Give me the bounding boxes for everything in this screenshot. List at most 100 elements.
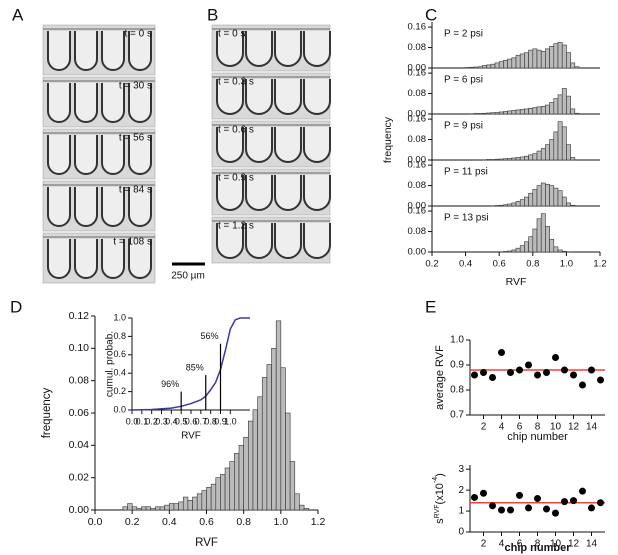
- trap: [74, 31, 98, 71]
- bar: [532, 189, 538, 207]
- bar: [234, 453, 240, 511]
- bar: [494, 158, 500, 161]
- x-tick-label: 0.8: [236, 516, 251, 528]
- bar: [498, 111, 504, 115]
- trap: [74, 187, 98, 227]
- x-tick-label: 0.9: [214, 416, 227, 426]
- bar: [131, 506, 138, 511]
- bar: [553, 43, 559, 69]
- point: [543, 505, 550, 513]
- y-axis-label: average RVF: [434, 345, 446, 410]
- annotation: P = 9 psi: [444, 121, 483, 132]
- bar: [549, 139, 555, 161]
- bar: [524, 108, 529, 115]
- panel-label: B: [207, 5, 218, 24]
- trap: [245, 79, 273, 115]
- y-tick-label: 0.08: [408, 134, 427, 145]
- x-axis-label: chip number: [507, 431, 568, 443]
- bar: [182, 496, 189, 511]
- bar: [507, 58, 513, 69]
- bar: [127, 503, 133, 511]
- point: [588, 504, 595, 512]
- y-tick-label: 0.08: [408, 88, 427, 99]
- bar: [507, 250, 513, 253]
- x-tick-label: 0.2: [425, 259, 438, 270]
- bar: [557, 42, 563, 69]
- x-tick-label: 10: [550, 422, 562, 433]
- y-tick-label: 0: [458, 527, 464, 538]
- trap: [216, 127, 244, 163]
- bar: [545, 226, 550, 253]
- bar: [141, 506, 147, 511]
- point: [561, 498, 568, 506]
- bar: [528, 49, 534, 69]
- bar: [528, 154, 534, 161]
- bar: [159, 506, 165, 511]
- y-tick-label: 0.4: [113, 368, 126, 378]
- bar: [210, 483, 217, 511]
- x-tick-label: 0.2: [125, 516, 140, 528]
- trap: [101, 239, 125, 279]
- x-tick-label: 0.3: [155, 416, 168, 426]
- point: [534, 371, 541, 379]
- bar: [519, 199, 525, 207]
- bar: [566, 95, 571, 115]
- bar: [549, 102, 555, 115]
- bar: [570, 108, 576, 115]
- bar: [280, 367, 286, 511]
- y-tick-label: 0.08: [408, 42, 427, 53]
- point: [489, 374, 496, 381]
- bar: [540, 51, 546, 69]
- trap: [274, 175, 302, 211]
- trap: [274, 31, 302, 67]
- bar: [540, 148, 546, 161]
- point: [552, 509, 559, 517]
- marker-label: 56%: [200, 331, 218, 341]
- trap: [47, 135, 71, 175]
- point: [516, 366, 523, 374]
- bar: [566, 52, 571, 69]
- bar: [271, 348, 277, 511]
- bar: [532, 107, 538, 115]
- y-axis-label-part: -4: [432, 477, 439, 483]
- trap: [74, 135, 98, 175]
- x-tick-label: 0.4: [165, 416, 178, 426]
- x-tick-label: 4: [499, 539, 505, 550]
- x-tick-label: 0.0: [88, 516, 103, 528]
- scale-label: 250 µm: [171, 271, 205, 282]
- cumulative-line: [131, 317, 250, 411]
- y-axis-label: cumul. probab.: [105, 331, 116, 397]
- panel-label: C: [425, 5, 437, 24]
- x-tick-label: 2: [481, 539, 487, 550]
- time-label: t = 108 s: [113, 237, 152, 248]
- bar: [566, 202, 571, 207]
- y-tick-label: 0.8: [113, 331, 126, 341]
- point: [552, 354, 559, 361]
- inset-bg: [132, 318, 250, 410]
- point: [579, 381, 586, 389]
- x-tick-label: 0.8: [204, 416, 217, 426]
- trap: [128, 83, 152, 123]
- bar: [536, 150, 542, 161]
- bar: [549, 238, 555, 253]
- bar: [136, 508, 142, 511]
- y-tick-label: 1.0: [113, 312, 126, 322]
- bar: [540, 106, 546, 115]
- bar: [201, 490, 207, 511]
- bar: [498, 61, 504, 69]
- bar: [566, 144, 571, 161]
- y-tick-label: 0.00: [408, 109, 427, 120]
- x-tick-label: 0.6: [185, 416, 198, 426]
- time-label: t = 0.6 s: [218, 125, 254, 136]
- bar: [549, 185, 555, 207]
- bar: [473, 66, 479, 69]
- bar: [553, 187, 559, 207]
- bar: [570, 62, 576, 69]
- trap: [303, 175, 331, 211]
- bar: [477, 66, 483, 69]
- bar: [574, 112, 580, 115]
- trap: [303, 127, 331, 163]
- point: [507, 369, 514, 376]
- trap: [47, 239, 71, 279]
